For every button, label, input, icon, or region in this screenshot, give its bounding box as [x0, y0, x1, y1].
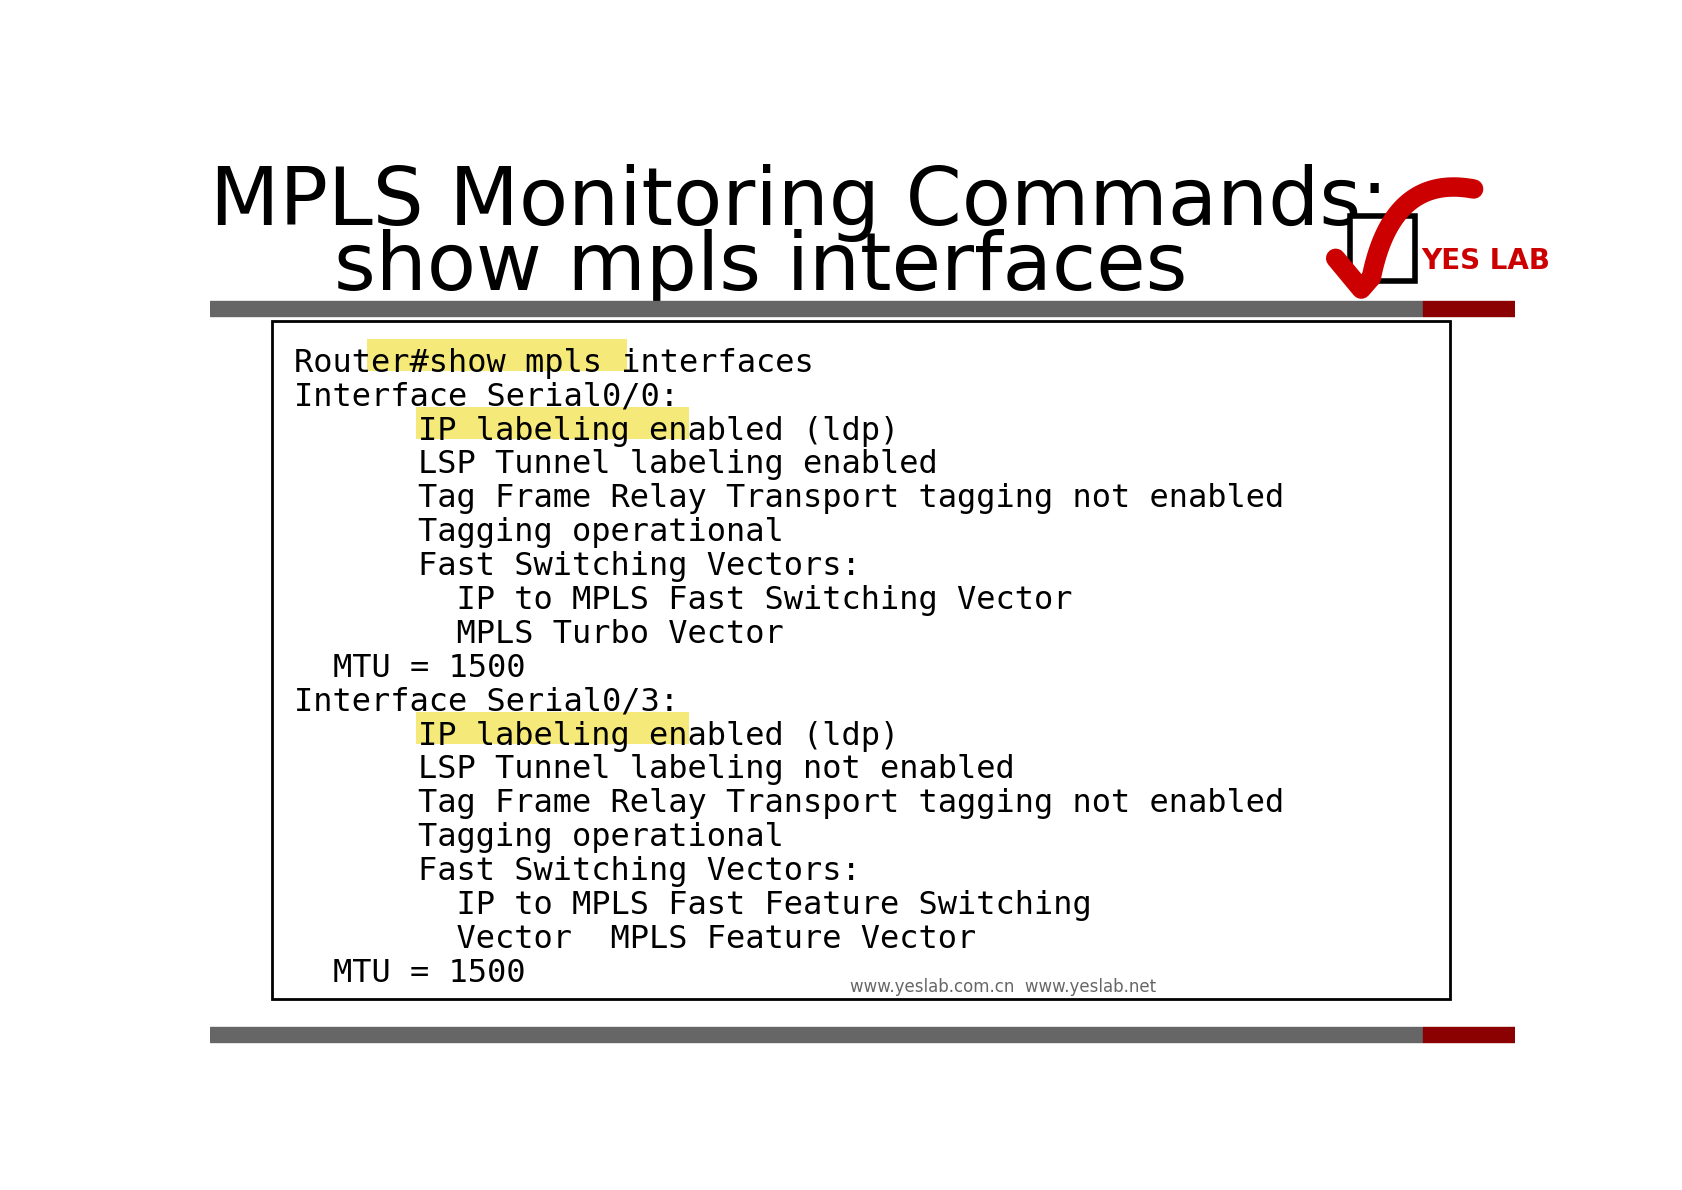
Bar: [210, 1027, 1423, 1042]
Text: LSP Tunnel labeling enabled: LSP Tunnel labeling enabled: [417, 450, 937, 481]
Bar: [1423, 301, 1514, 317]
Text: Interface Serial0/0:: Interface Serial0/0:: [294, 382, 678, 413]
Text: www.yeslab.com.cn  www.yeslab.net: www.yeslab.com.cn www.yeslab.net: [849, 978, 1156, 996]
Text: MPLS Turbo Vector: MPLS Turbo Vector: [417, 619, 784, 650]
Text: show mpls interfaces: show mpls interfaces: [333, 228, 1186, 307]
Text: Interface Serial0/3:: Interface Serial0/3:: [294, 687, 678, 718]
Bar: [272, 321, 1450, 1000]
Text: IP labeling enabled (ldp): IP labeling enabled (ldp): [417, 720, 898, 752]
Bar: [415, 712, 690, 744]
Text: Fast Switching Vectors:: Fast Switching Vectors:: [417, 856, 860, 887]
Bar: [367, 339, 627, 371]
Text: Vector  MPLS Feature Vector: Vector MPLS Feature Vector: [417, 923, 976, 954]
Text: MTU = 1500: MTU = 1500: [333, 653, 525, 684]
Bar: [1423, 1027, 1514, 1042]
Text: IP labeling enabled (ldp): IP labeling enabled (ldp): [417, 415, 898, 446]
Text: Fast Switching Vectors:: Fast Switching Vectors:: [417, 551, 860, 582]
Text: Tagging operational: Tagging operational: [417, 822, 784, 853]
Text: Tag Frame Relay Transport tagging not enabled: Tag Frame Relay Transport tagging not en…: [417, 483, 1283, 514]
Text: LSP Tunnel labeling not enabled: LSP Tunnel labeling not enabled: [417, 754, 1014, 785]
Text: IP to MPLS Fast Feature Switching: IP to MPLS Fast Feature Switching: [417, 890, 1092, 921]
Text: Tag Frame Relay Transport tagging not enabled: Tag Frame Relay Transport tagging not en…: [417, 788, 1283, 819]
Text: YES LAB: YES LAB: [1421, 248, 1549, 275]
Text: MTU = 1500: MTU = 1500: [333, 958, 525, 989]
Bar: [415, 407, 690, 439]
Text: MPLS Monitoring Commands:: MPLS Monitoring Commands:: [210, 164, 1388, 242]
Bar: [1349, 215, 1415, 281]
Text: Router#show mpls interfaces: Router#show mpls interfaces: [294, 347, 814, 378]
Text: IP to MPLS Fast Switching Vector: IP to MPLS Fast Switching Vector: [417, 585, 1071, 616]
Text: Tagging operational: Tagging operational: [417, 518, 784, 549]
Bar: [210, 301, 1423, 317]
